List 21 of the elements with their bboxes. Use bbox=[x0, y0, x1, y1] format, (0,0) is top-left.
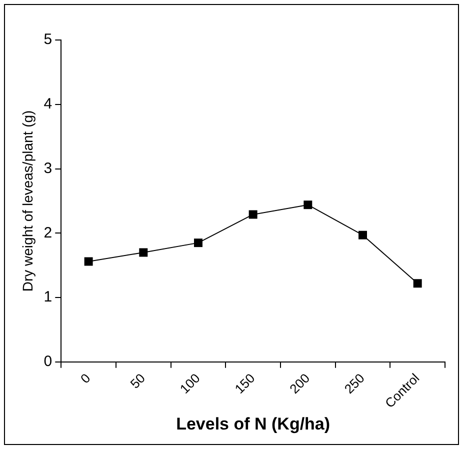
point bbox=[139, 248, 148, 257]
y-tick-label: 3 bbox=[44, 160, 52, 177]
x-tick-label: 100 bbox=[176, 370, 203, 396]
point bbox=[84, 257, 93, 266]
point bbox=[248, 210, 258, 219]
x-tick-label: 0 bbox=[77, 370, 94, 386]
y-tick-label: 4 bbox=[44, 96, 52, 113]
point bbox=[358, 230, 367, 240]
y-tick-label: 5 bbox=[44, 31, 52, 48]
y-tick-label: 2 bbox=[44, 224, 52, 242]
x-tick-label: 250 bbox=[341, 370, 368, 396]
x-tick-label: 150 bbox=[232, 370, 258, 396]
point bbox=[304, 200, 312, 210]
y-axis-title: Dry weight of leveas/plant (g) bbox=[19, 110, 36, 292]
x-axis-title: Levels of N (Kg/ha) bbox=[176, 414, 330, 434]
y-tick-label: 1 bbox=[44, 288, 52, 306]
x-tick-label: 50 bbox=[127, 370, 148, 392]
x-tick-label: 200 bbox=[286, 370, 313, 396]
point bbox=[194, 238, 202, 248]
point bbox=[413, 279, 422, 288]
y-tick-label: 0 bbox=[44, 353, 52, 370]
